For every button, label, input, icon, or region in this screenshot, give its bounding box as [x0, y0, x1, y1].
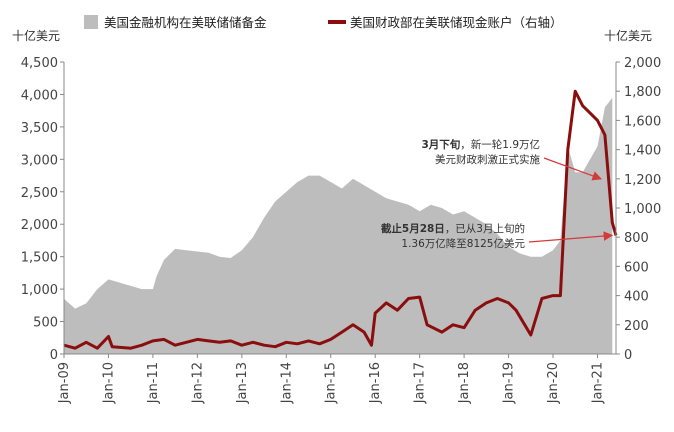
right-axis-tick-label: 1,800 — [624, 85, 661, 100]
right-axis-unit: 十亿美元 — [604, 28, 652, 43]
annotation-text: 美元财政刺激正式实施 — [435, 153, 540, 166]
annotation-text: ，已从3月上旬的 — [445, 222, 525, 235]
right-axis-tick-label: 1,200 — [624, 173, 661, 188]
left-axis-unit: 十亿美元 — [12, 28, 60, 43]
annotation-line: 美元财政刺激正式实施 — [435, 153, 540, 166]
left-axis-tick-label: 4,500 — [21, 56, 58, 71]
x-axis-tick-label: Jan-21 — [590, 362, 605, 404]
legend-swatch-reserves — [84, 15, 98, 29]
x-axis-tick-label: Jan-14 — [279, 362, 294, 404]
left-axis-tick-label: 3,500 — [21, 121, 58, 136]
x-axis-tick-label: Jan-12 — [190, 362, 205, 404]
right-axis-tick-label: 1,400 — [624, 144, 661, 159]
legend-label-reserves: 美国金融机构在美联储储备金 — [104, 15, 267, 30]
left-axis-tick-label: 1,500 — [21, 251, 58, 266]
axes: 0 500 1,000 1,500 2,000 2,500 3,000 3,500 4,000 4… — [21, 56, 661, 404]
legend: 美国金融机构在美联储储备金 美国财政部在美联储现金账户（右轴） — [84, 15, 563, 30]
right-axis-tick-label: 400 — [624, 290, 649, 305]
annotation-line: 1.36万亿降至8125亿美元 — [401, 237, 525, 250]
annotation-bold-text: 截止5月28日 — [381, 222, 445, 235]
x-axis-tick-label: Jan-10 — [101, 362, 116, 404]
annotation-text: ，新一轮1.9万亿 — [460, 138, 540, 151]
left-axis-tick-label: 2,000 — [21, 218, 58, 233]
right-axis-tick-label: 2,000 — [624, 56, 661, 71]
annotation-arrow — [528, 231, 614, 243]
annotation-line: 3月下旬，新一轮1.9万亿 — [421, 138, 540, 151]
right-axis-tick-label: 600 — [624, 260, 649, 275]
right-axis-tick-label: 0 — [624, 348, 632, 363]
legend-swatch-tga — [328, 20, 346, 24]
right-axis-tick-label: 200 — [624, 319, 649, 334]
annotation-bold-text: 3月下旬 — [421, 138, 460, 151]
tga-line-layer — [63, 89, 618, 350]
left-axis-tick-label: 1,000 — [21, 283, 58, 298]
x-axis-tick-label: Jan-18 — [457, 362, 472, 404]
left-axis-tick-label: 3,000 — [21, 153, 58, 168]
left-axis-tick-label: 2,500 — [21, 186, 58, 201]
plot-area — [63, 89, 618, 354]
reserves-area — [64, 97, 613, 354]
legend-label-tga: 美国财政部在美联储现金账户（右轴） — [350, 15, 563, 30]
left-axis-tick-label: 500 — [33, 316, 58, 331]
annotation-arrow — [543, 157, 603, 181]
x-axis-tick-label: Jan-20 — [546, 362, 561, 404]
right-axis-tick-label: 800 — [624, 231, 649, 246]
x-axis-tick-label: Jan-11 — [146, 362, 161, 404]
right-axis-tick-label: 1,600 — [624, 114, 661, 129]
x-axis-tick-label: Jan-17 — [413, 362, 428, 404]
tga-line — [63, 89, 618, 350]
left-axis-tick-label: 0 — [50, 348, 58, 363]
left-axis-tick-label: 4,000 — [21, 88, 58, 103]
x-axis-tick-label: Jan-09 — [57, 362, 72, 404]
reserves-area-layer — [64, 97, 613, 354]
annotation-line: 截止5月28日，已从3月上旬的 — [381, 222, 525, 235]
x-axis-tick-label: Jan-16 — [368, 362, 383, 404]
x-axis-tick-label: Jan-15 — [324, 362, 339, 404]
x-axis-tick-label: Jan-13 — [235, 362, 250, 404]
annotation-text: 1.36万亿降至8125亿美元 — [401, 237, 525, 250]
right-axis-tick-label: 1,000 — [624, 202, 661, 217]
x-axis-tick-label: Jan-19 — [502, 362, 517, 404]
